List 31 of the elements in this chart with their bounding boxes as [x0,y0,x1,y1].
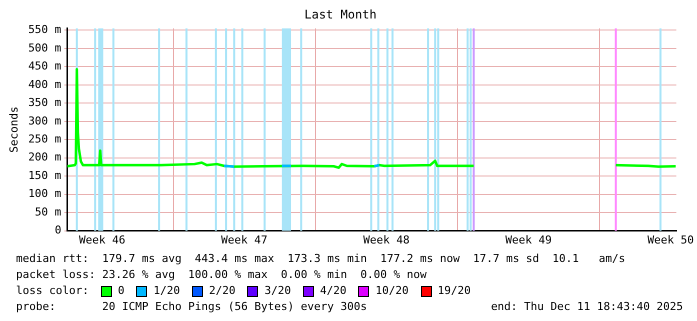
legend-label: 0 [118,284,124,298]
x-tick-label: Week 48 [363,233,410,246]
y-tick-label: 300 m [28,114,62,128]
y-tick-label: 200 m [28,150,62,164]
legend-label: 10/20 [375,284,409,298]
y-tick-label: 250 m [28,132,62,146]
y-tick-label: 100 m [28,187,62,200]
text: probe: 20 ICMP Echo Pings (56 Bytes) every 300s [16,300,367,314]
x-tick-label: Week 46 [79,233,126,246]
legend-label: 1/20 [153,284,180,298]
legend-label: 19/20 [438,284,471,298]
legend-label: 3/20 [264,284,291,298]
y-tick-label: 550 m [28,23,62,36]
y-tick-label: 0 [54,224,62,237]
legend-title: loss color: [16,284,89,298]
y-tick-label: 150 m [28,168,62,182]
text: packet loss: 23.26 % avg 100.00 % max 0.00 % min 0.00 % now [16,268,427,282]
x-tick-label: Week 49 [505,233,552,246]
chart-title: Last Month [304,7,377,22]
y-tick-label: 500 m [28,41,62,54]
text: end: Thu Dec 11 18:43:40 2025 [490,300,683,314]
x-tick-label: Week 50 [647,233,694,246]
legend-label: 4/20 [320,284,346,298]
legend-label: 2/20 [208,284,236,298]
text: median rtt: 179.7 ms avg 443.4 ms max 173.3 ms min 177.2 ms now 17.7 ms sd 10.1 am/s [16,252,626,266]
y-tick-label: 400 m [28,78,62,91]
y-tick-label: 450 m [28,60,62,73]
y-axis-title: Seconds [7,106,20,153]
x-tick-label: Week 47 [221,233,268,246]
y-tick-label: 50 m [34,205,62,218]
y-tick-label: 350 m [28,96,62,110]
